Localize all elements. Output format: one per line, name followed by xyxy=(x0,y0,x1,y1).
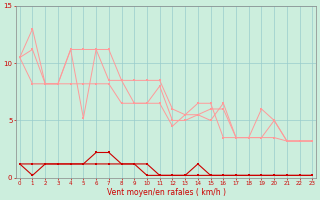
X-axis label: Vent moyen/en rafales ( km/h ): Vent moyen/en rafales ( km/h ) xyxy=(107,188,226,197)
